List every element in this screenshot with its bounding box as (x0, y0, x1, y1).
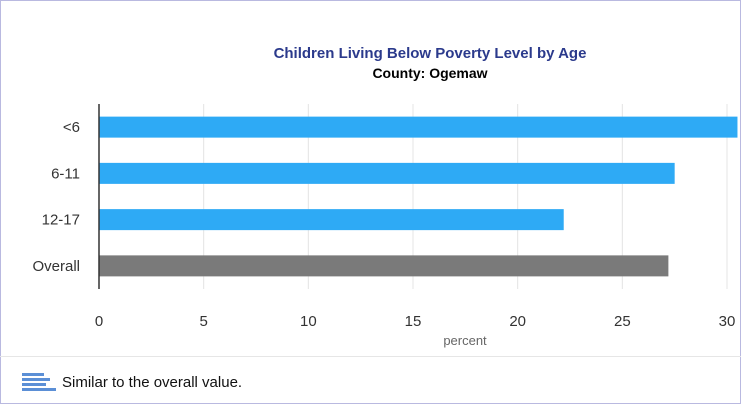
bar (99, 162, 675, 184)
legend-swatch-icon (22, 371, 56, 393)
category-label: <6 (63, 119, 80, 136)
bar (99, 255, 669, 277)
bar (99, 209, 564, 231)
x-tick-label: 0 (95, 313, 103, 330)
x-tick-label: 15 (405, 313, 422, 330)
category-label: Overall (32, 258, 80, 275)
x-tick-label: 10 (300, 313, 317, 330)
divider (0, 356, 741, 357)
chart-subtitle: County: Ogemaw (372, 65, 488, 81)
category-label: 12-17 (42, 212, 80, 229)
bar (99, 116, 738, 138)
legend: Similar to the overall value. (22, 370, 242, 394)
legend-label: Similar to the overall value. (62, 373, 243, 391)
chart-title: Children Living Below Poverty Level by A… (273, 45, 587, 62)
x-tick-label: 25 (614, 313, 631, 330)
x-tick-label: 5 (199, 313, 207, 330)
category-label: 6-11 (51, 165, 80, 182)
x-axis-title: percent (443, 333, 487, 348)
x-tick-label: 30 (719, 313, 736, 330)
x-tick-label: 20 (509, 313, 526, 330)
